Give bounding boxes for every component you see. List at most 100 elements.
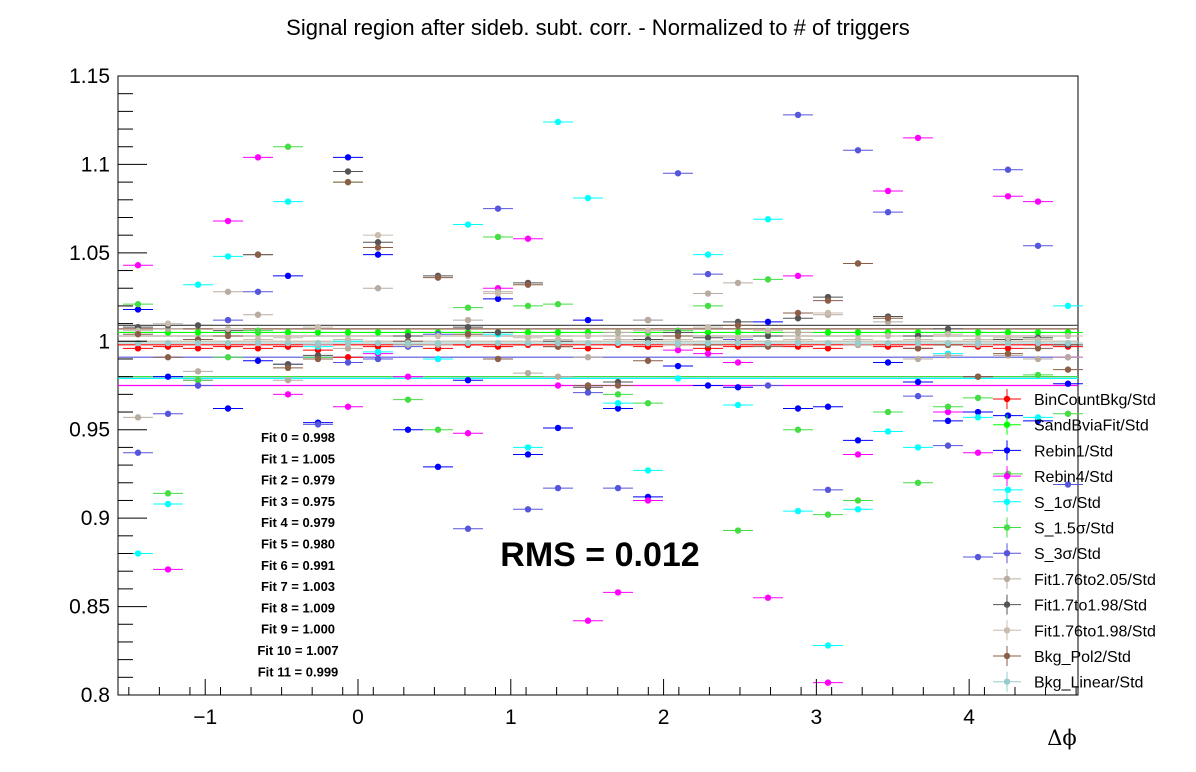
data-point <box>614 382 622 389</box>
data-point <box>644 497 652 504</box>
data-point <box>284 364 292 372</box>
data-point <box>1064 380 1072 387</box>
legend-marker <box>1003 395 1011 403</box>
data-point <box>344 168 352 175</box>
data-point <box>884 408 892 416</box>
y-tick-label: 1 <box>98 330 110 353</box>
data-point <box>914 339 922 347</box>
fit-value-label: Fit 2 = 0.979 <box>261 473 335 488</box>
fit-value-label: Fit 1 = 1.005 <box>261 451 335 466</box>
data-point <box>134 331 142 338</box>
data-point <box>944 403 952 410</box>
data-point <box>1064 366 1072 373</box>
data-point <box>134 414 142 421</box>
data-point <box>914 378 922 386</box>
data-point <box>644 357 652 364</box>
data-point <box>464 525 472 532</box>
data-point <box>494 233 502 241</box>
data-point <box>584 354 592 361</box>
data-point <box>404 396 412 403</box>
data-point <box>434 332 442 340</box>
data-points <box>122 111 1083 686</box>
data-point <box>134 345 142 352</box>
data-point <box>314 421 322 428</box>
data-point <box>524 506 532 513</box>
data-point <box>254 311 262 318</box>
data-point <box>434 426 442 433</box>
data-point <box>614 405 622 412</box>
fit-value-label: Fit 0 = 0.998 <box>261 430 335 445</box>
data-point <box>254 327 262 334</box>
data-point <box>584 332 592 340</box>
data-point <box>914 345 922 352</box>
data-point <box>224 354 232 361</box>
data-point <box>1034 339 1042 347</box>
data-point <box>1064 481 1072 488</box>
data-point <box>1034 329 1042 336</box>
data-point <box>284 198 292 205</box>
series-6 <box>122 111 1083 561</box>
data-point <box>704 350 712 357</box>
data-point <box>764 339 772 347</box>
data-point <box>164 500 172 508</box>
data-point <box>494 290 502 297</box>
data-point <box>764 594 772 601</box>
data-point <box>614 484 622 492</box>
data-point <box>974 339 982 347</box>
data-point <box>584 194 592 202</box>
data-point <box>554 118 562 126</box>
data-point <box>824 679 832 686</box>
data-point <box>344 339 352 347</box>
data-point <box>314 329 322 336</box>
data-point <box>614 589 622 596</box>
data-point <box>854 339 862 347</box>
data-point <box>794 111 802 119</box>
data-point <box>284 329 292 336</box>
x-tick-label: 1 <box>505 706 517 729</box>
x-tick-label: 4 <box>963 706 975 729</box>
data-point <box>884 339 892 347</box>
data-point <box>914 355 922 363</box>
x-axis-label: Δϕ <box>1047 726 1076 750</box>
fit-value-label: Fit 6 = 0.991 <box>261 558 335 573</box>
data-point <box>134 449 142 456</box>
data-point <box>644 467 652 474</box>
data-point <box>464 331 472 338</box>
data-point <box>254 345 262 352</box>
data-point <box>404 373 412 380</box>
data-point <box>824 511 832 518</box>
data-point <box>164 566 172 573</box>
legend-entry: S_1.5σ/Std <box>1034 521 1114 538</box>
data-point <box>974 449 982 456</box>
data-point <box>704 302 712 310</box>
data-point <box>134 306 142 313</box>
data-point <box>974 553 982 561</box>
data-point <box>224 405 232 412</box>
data-point <box>224 316 232 324</box>
data-point <box>344 178 352 186</box>
data-point <box>1064 302 1072 310</box>
data-point <box>914 479 922 486</box>
data-point <box>374 339 382 347</box>
data-point <box>1064 410 1072 417</box>
data-point <box>944 339 952 347</box>
data-point <box>464 323 472 331</box>
data-point <box>914 444 922 451</box>
data-point <box>1034 355 1042 363</box>
data-point <box>764 327 772 334</box>
data-point <box>914 392 922 400</box>
data-point <box>1064 354 1072 361</box>
y-tick-label: 1.05 <box>69 242 110 265</box>
data-point <box>704 329 712 336</box>
x-tick-label: −1 <box>193 706 217 729</box>
data-point <box>794 315 802 322</box>
fit-value-label: Fit 4 = 0.979 <box>261 515 335 530</box>
y-tick-label: 1.1 <box>81 153 110 176</box>
data-point <box>1034 345 1042 352</box>
data-point <box>824 339 832 347</box>
data-point <box>674 375 682 382</box>
data-point <box>614 339 622 347</box>
data-point <box>734 384 742 391</box>
legend-entry: BinCountBkg/Std <box>1034 392 1156 409</box>
